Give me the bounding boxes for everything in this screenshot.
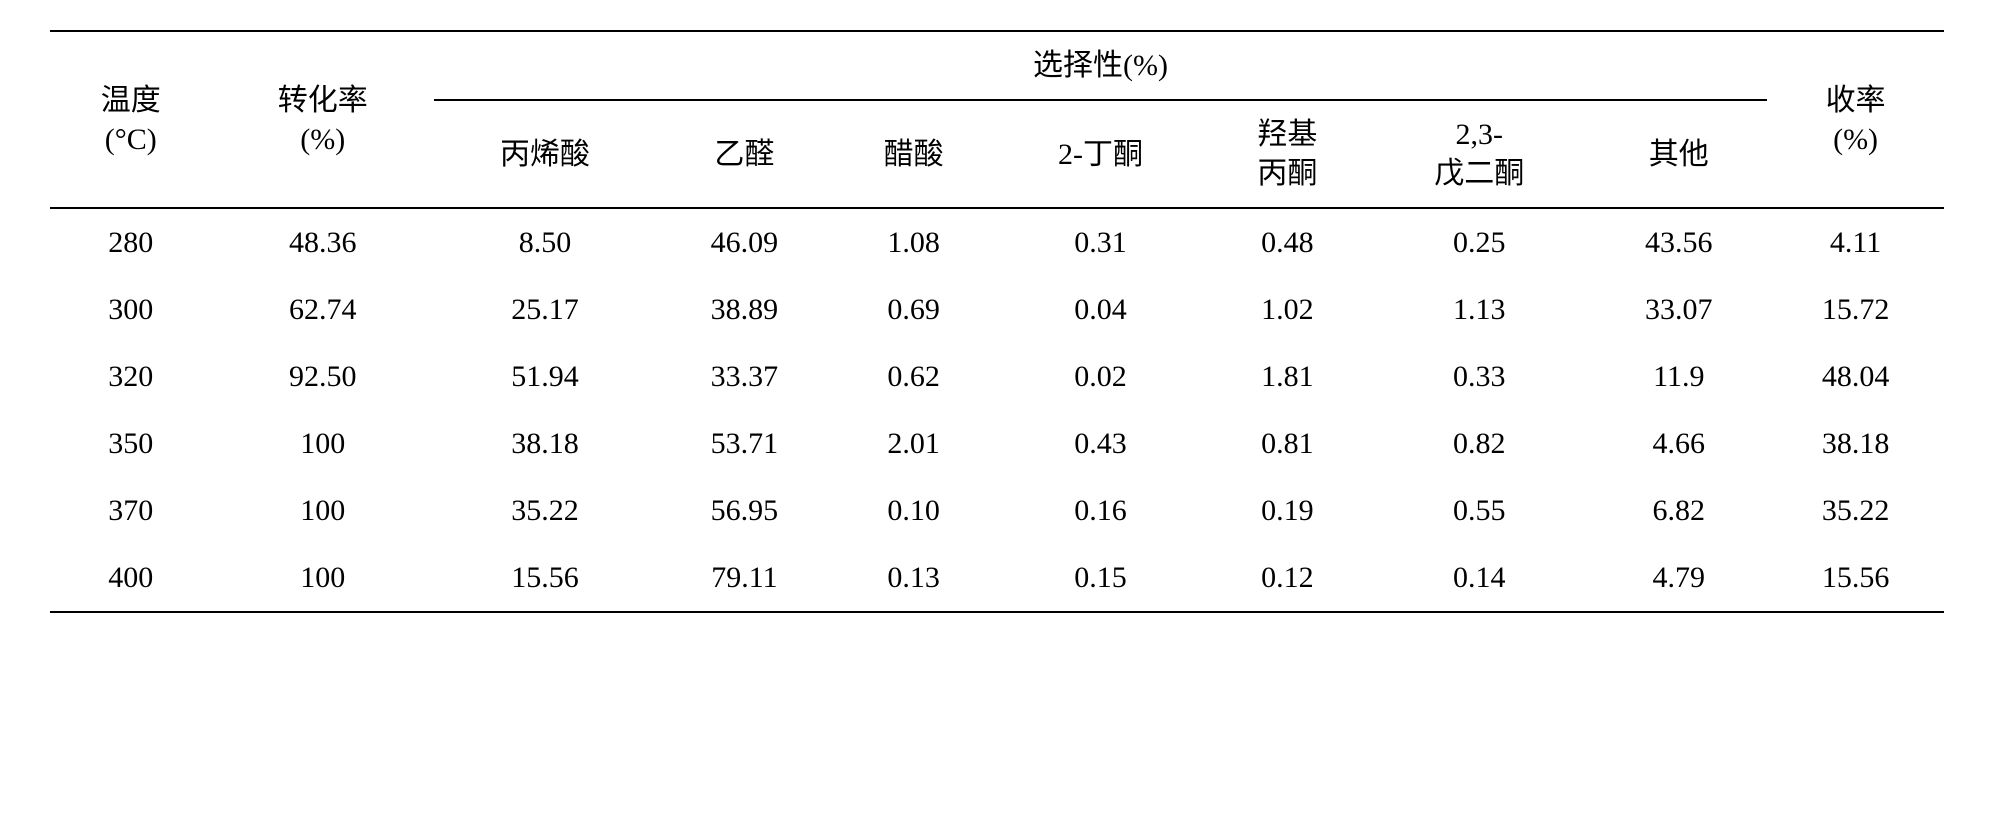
table-row: 37010035.2256.950.100.160.190.556.8235.2… [50,477,1944,544]
col-header-acetaldehyde: 乙醛 [656,100,833,208]
table-body: 28048.368.5046.091.080.310.480.2543.564.… [50,208,1944,612]
cell-pentanedione: 0.33 [1368,343,1590,410]
col-header-hydroxyacetone: 羟基 丙酮 [1207,100,1369,208]
col-header-acrylic-acid: 丙烯酸 [434,100,656,208]
cell-temperature: 320 [50,343,212,410]
col-header-conversion: 转化率 (%) [212,31,434,208]
data-table: 温度 (°C) 转化率 (%) 选择性(%) 收率 (%) 丙烯酸 乙醛 醋酸 … [50,30,1944,613]
cell-pentanedione: 0.82 [1368,410,1590,477]
cell-butanone: 0.31 [994,208,1206,276]
col-header-yield: 收率 (%) [1767,31,1944,208]
cell-temperature: 370 [50,477,212,544]
cell-pentanedione: 1.13 [1368,276,1590,343]
header-temp-line1: 温度 [101,84,161,117]
cell-acrylic_acid: 25.17 [434,276,656,343]
cell-other: 43.56 [1590,208,1767,276]
col-header-pentanedione: 2,3- 戊二酮 [1368,100,1590,208]
cell-yield: 15.56 [1767,544,1944,612]
cell-acetaldehyde: 38.89 [656,276,833,343]
cell-butanone: 0.16 [994,477,1206,544]
table-row: 40010015.5679.110.130.150.120.144.7915.5… [50,544,1944,612]
cell-temperature: 350 [50,410,212,477]
cell-yield: 48.04 [1767,343,1944,410]
table-row: 28048.368.5046.091.080.310.480.2543.564.… [50,208,1944,276]
header-hydroxy-line1: 羟基 [1257,118,1317,151]
cell-acrylic_acid: 38.18 [434,410,656,477]
cell-acetic_acid: 0.69 [833,276,995,343]
col-header-acetic-acid: 醋酸 [833,100,995,208]
cell-butanone: 0.04 [994,276,1206,343]
cell-conversion: 48.36 [212,208,434,276]
cell-temperature: 280 [50,208,212,276]
cell-acetic_acid: 0.62 [833,343,995,410]
cell-conversion: 92.50 [212,343,434,410]
header-conv-line1: 转化率 [278,84,368,117]
cell-acetic_acid: 0.13 [833,544,995,612]
col-header-temperature: 温度 (°C) [50,31,212,208]
cell-acetaldehyde: 46.09 [656,208,833,276]
col-header-butanone: 2-丁酮 [994,100,1206,208]
header-yield-line2: (%) [1833,123,1878,156]
header-yield-line1: 收率 [1826,84,1886,117]
cell-acrylic_acid: 51.94 [434,343,656,410]
header-temp-line2: (°C) [105,123,157,156]
cell-butanone: 0.02 [994,343,1206,410]
cell-hydroxyacetone: 0.81 [1207,410,1369,477]
col-header-other: 其他 [1590,100,1767,208]
cell-temperature: 300 [50,276,212,343]
cell-acetaldehyde: 79.11 [656,544,833,612]
cell-acetic_acid: 0.10 [833,477,995,544]
cell-other: 4.66 [1590,410,1767,477]
cell-hydroxyacetone: 0.48 [1207,208,1369,276]
cell-pentanedione: 0.14 [1368,544,1590,612]
cell-conversion: 100 [212,477,434,544]
cell-other: 11.9 [1590,343,1767,410]
col-header-selectivity-group: 选择性(%) [434,31,1767,100]
cell-pentanedione: 0.25 [1368,208,1590,276]
cell-hydroxyacetone: 0.19 [1207,477,1369,544]
cell-butanone: 0.43 [994,410,1206,477]
cell-conversion: 100 [212,410,434,477]
table-row: 35010038.1853.712.010.430.810.824.6638.1… [50,410,1944,477]
cell-hydroxyacetone: 1.02 [1207,276,1369,343]
header-pent-line1: 2,3- [1456,118,1504,151]
cell-temperature: 400 [50,544,212,612]
cell-hydroxyacetone: 1.81 [1207,343,1369,410]
cell-acrylic_acid: 15.56 [434,544,656,612]
cell-acrylic_acid: 35.22 [434,477,656,544]
cell-other: 33.07 [1590,276,1767,343]
cell-butanone: 0.15 [994,544,1206,612]
cell-conversion: 100 [212,544,434,612]
cell-yield: 4.11 [1767,208,1944,276]
cell-yield: 15.72 [1767,276,1944,343]
cell-acrylic_acid: 8.50 [434,208,656,276]
cell-acetaldehyde: 56.95 [656,477,833,544]
header-pent-line2: 戊二酮 [1434,157,1524,190]
cell-hydroxyacetone: 0.12 [1207,544,1369,612]
table-row: 32092.5051.9433.370.620.021.810.3311.948… [50,343,1944,410]
cell-acetaldehyde: 33.37 [656,343,833,410]
header-conv-line2: (%) [300,123,345,156]
cell-acetic_acid: 2.01 [833,410,995,477]
cell-pentanedione: 0.55 [1368,477,1590,544]
cell-other: 6.82 [1590,477,1767,544]
header-hydroxy-line2: 丙酮 [1257,157,1317,190]
cell-conversion: 62.74 [212,276,434,343]
cell-other: 4.79 [1590,544,1767,612]
cell-acetic_acid: 1.08 [833,208,995,276]
cell-yield: 35.22 [1767,477,1944,544]
table-row: 30062.7425.1738.890.690.041.021.1333.071… [50,276,1944,343]
cell-acetaldehyde: 53.71 [656,410,833,477]
cell-yield: 38.18 [1767,410,1944,477]
